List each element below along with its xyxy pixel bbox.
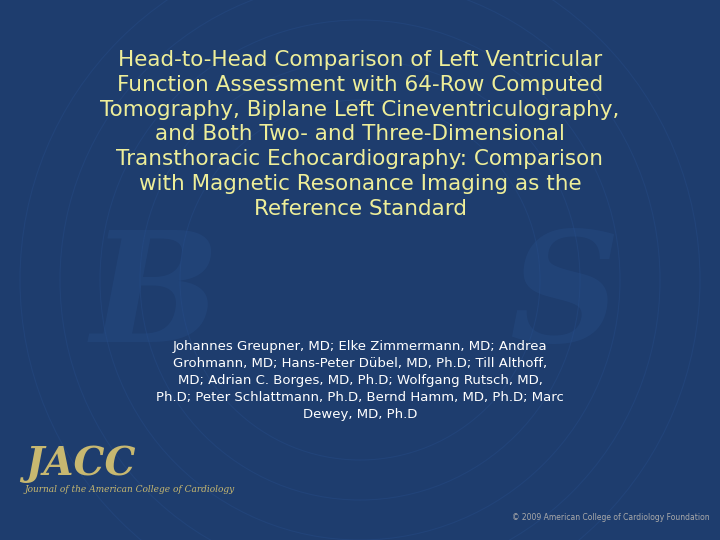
Text: B: B: [91, 226, 220, 375]
Text: Journal of the American College of Cardiology: Journal of the American College of Cardi…: [25, 485, 235, 494]
Text: S: S: [510, 226, 620, 375]
Text: Johannes Greupner, MD; Elke Zimmermann, MD; Andrea
Grohmann, MD; Hans-Peter Dübe: Johannes Greupner, MD; Elke Zimmermann, …: [156, 340, 564, 421]
Text: © 2009 American College of Cardiology Foundation: © 2009 American College of Cardiology Fo…: [513, 513, 710, 522]
Text: Head-to-Head Comparison of Left Ventricular
Function Assessment with 64-Row Comp: Head-to-Head Comparison of Left Ventricu…: [100, 50, 620, 219]
Text: JACC: JACC: [25, 445, 135, 483]
